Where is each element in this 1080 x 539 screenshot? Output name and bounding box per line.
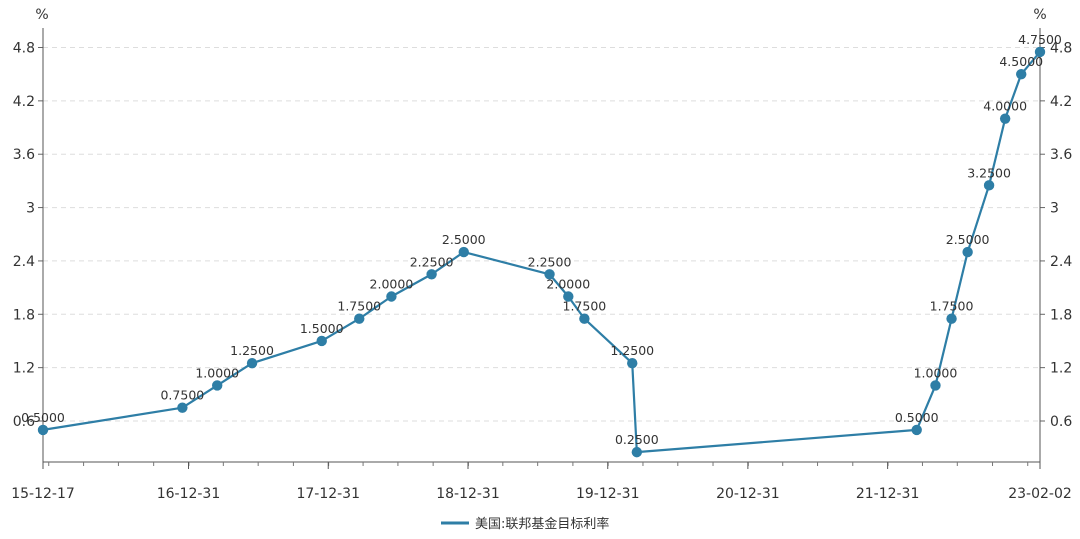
data-point [316, 335, 327, 347]
data-point [631, 446, 643, 458]
y-tick-label-right: 2.4 [1050, 254, 1072, 270]
data-point [563, 291, 574, 302]
x-tick-label: 17-12-31 [296, 486, 360, 502]
y-tick-label-right: 4.8 [1050, 41, 1072, 57]
data-label: 4.7500 [1018, 32, 1062, 47]
data-label: 0.7500 [160, 388, 204, 403]
data-label: 2.0000 [546, 277, 590, 292]
data-label: 3.2500 [967, 165, 1011, 180]
data-label: 2.2500 [528, 254, 572, 269]
data-label: 2.5000 [442, 232, 486, 247]
y-tick-label-left: 2.4 [13, 254, 35, 270]
data-label: 4.0000 [983, 99, 1027, 114]
data-label: 1.7500 [337, 299, 381, 314]
x-tick-label: 21-12-31 [856, 486, 920, 502]
data-label: 1.2500 [610, 343, 654, 358]
data-point [212, 380, 223, 391]
y-axis-unit-right: % [1033, 7, 1046, 23]
data-point [930, 380, 941, 391]
y-tick-label-left: 4.2 [13, 94, 35, 110]
data-point [962, 246, 973, 258]
x-tick-label: 15-12-17 [11, 486, 75, 502]
data-point [999, 113, 1011, 124]
x-tick-label: 16-12-31 [157, 486, 221, 502]
series-line [42, 51, 1041, 454]
data-point [983, 180, 995, 191]
y-tick-label-left: 1.2 [13, 361, 35, 377]
data-label: 2.5000 [946, 232, 990, 247]
data-label: 0.5000 [21, 410, 65, 425]
data-point [627, 357, 638, 369]
data-point [544, 269, 555, 280]
y-axis-unit-left: % [35, 7, 48, 23]
y-tick-label-right: 0.6 [1050, 414, 1072, 430]
data-point [246, 357, 258, 369]
data-label: 1.0000 [195, 365, 239, 380]
y-tick-label-left: 0.6 [13, 414, 35, 430]
data-point [426, 269, 437, 280]
x-tick-label: 20-12-31 [716, 486, 780, 502]
data-label: 0.5000 [895, 410, 939, 425]
data-label: 1.2500 [230, 343, 274, 358]
data-point [579, 313, 590, 324]
data-point [911, 424, 922, 436]
data-point [946, 313, 957, 324]
data-label: 1.7500 [930, 299, 974, 314]
y-tick-label-right: 3 [1050, 201, 1059, 217]
data-point [458, 246, 469, 258]
y-tick-label-left: 1.8 [13, 307, 35, 323]
data-point [386, 291, 397, 302]
data-label: 0.2500 [615, 432, 659, 447]
y-tick-label-left: 3.6 [13, 147, 35, 163]
y-tick-label-right: 4.2 [1050, 94, 1072, 110]
legend-label: 美国:联邦基金目标利率 [475, 516, 609, 532]
y-tick-label-left: 4.8 [13, 41, 35, 57]
x-tick-label: 19-12-31 [576, 486, 640, 502]
data-label: 2.2500 [410, 254, 454, 269]
data-label: 1.7500 [563, 299, 607, 314]
data-point [354, 313, 365, 324]
x-tick-label: 18-12-31 [436, 486, 500, 502]
y-tick-label-right: 3.6 [1050, 147, 1072, 163]
y-tick-label-right: 1.8 [1050, 307, 1072, 323]
data-label: 1.0000 [914, 365, 958, 380]
data-label: 4.5000 [999, 54, 1043, 69]
data-point [1016, 68, 1027, 80]
x-tick-label: 23-02-02 [1008, 486, 1072, 502]
data-point [177, 402, 188, 413]
y-tick-label-left: 3 [26, 201, 35, 217]
y-tick-label-right: 1.2 [1050, 361, 1072, 377]
data-label: 2.0000 [370, 277, 414, 292]
data-point [1034, 46, 1046, 58]
data-point [37, 424, 49, 436]
data-label: 1.5000 [300, 321, 344, 336]
